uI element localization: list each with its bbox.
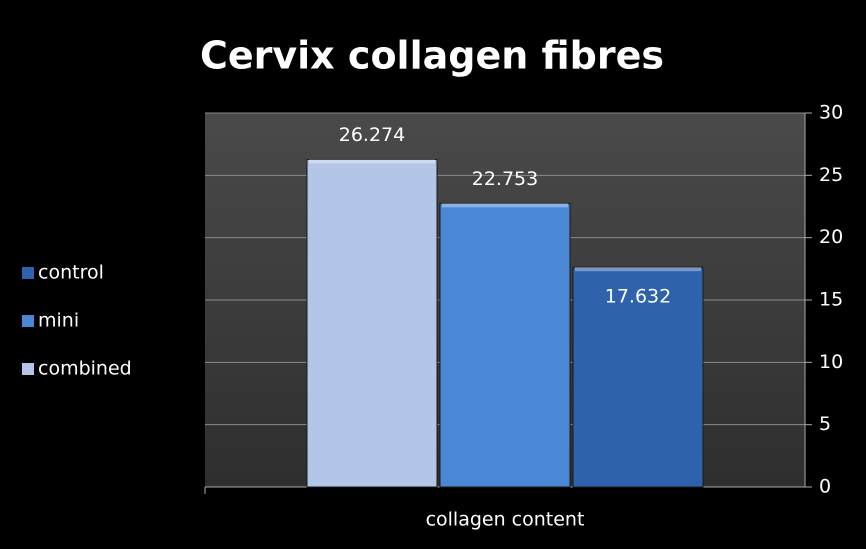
y-tick-label: 15 xyxy=(819,289,843,311)
y-tick-label: 30 xyxy=(819,102,843,124)
y-tick-label: 10 xyxy=(819,351,843,373)
chart-title: Cervix collagen fibres xyxy=(200,34,664,78)
y-tick-label: 25 xyxy=(819,164,843,186)
legend-swatch xyxy=(22,267,34,279)
bar xyxy=(306,158,438,488)
bar-highlight xyxy=(442,203,568,208)
data-label: 26.274 xyxy=(339,124,405,146)
legend-label: mini xyxy=(38,310,79,332)
y-tick-label: 5 xyxy=(819,413,831,435)
legend-label: control xyxy=(38,262,104,284)
bar-highlight xyxy=(309,159,435,164)
bar xyxy=(439,202,571,488)
y-tick-label: 0 xyxy=(819,476,831,498)
bar xyxy=(572,266,704,488)
legend-label: combined xyxy=(38,358,132,380)
bar-highlight xyxy=(575,267,701,272)
y-tick-label: 20 xyxy=(819,226,843,248)
x-tick-label: collagen content xyxy=(426,509,585,531)
data-label: 22.753 xyxy=(472,168,538,190)
data-label: 17.632 xyxy=(605,286,671,308)
legend-swatch xyxy=(22,315,34,327)
legend-swatch xyxy=(22,363,34,375)
